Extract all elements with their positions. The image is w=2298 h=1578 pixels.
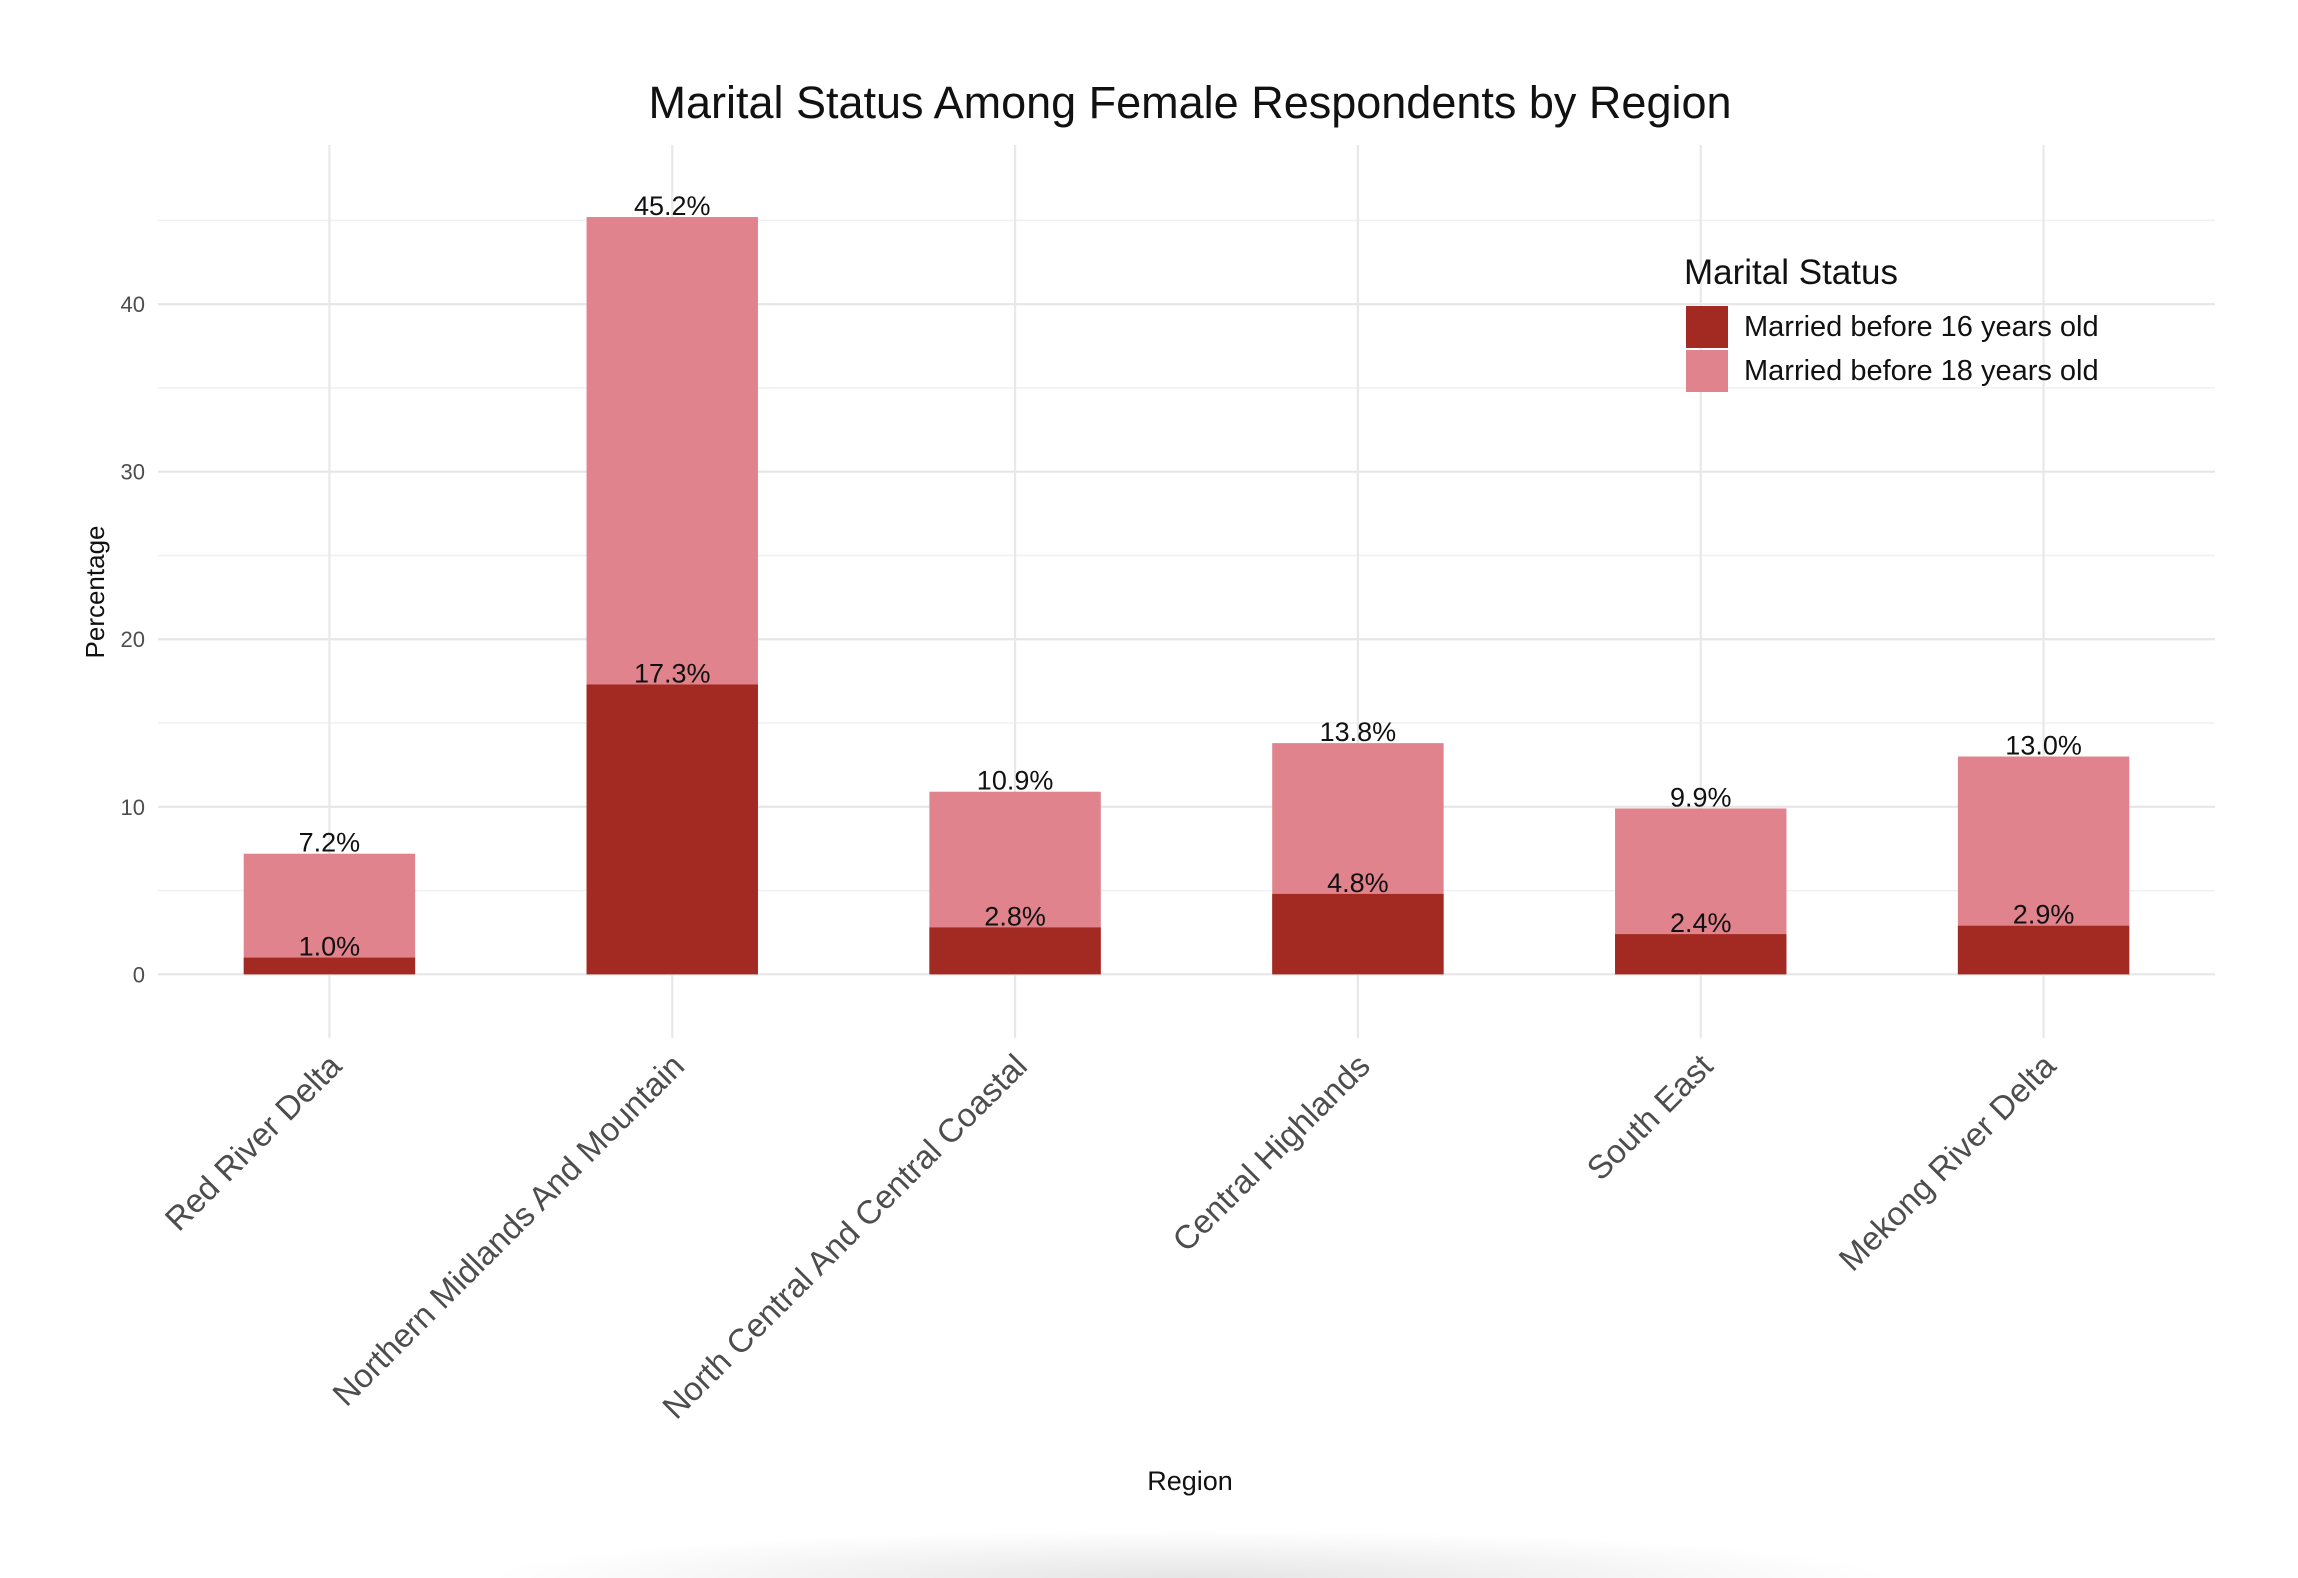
legend-title: Marital Status	[1684, 253, 1898, 292]
y-axis-title: Percentage	[80, 526, 110, 659]
x-tick-label: North Central And Central Coastal	[655, 1047, 1034, 1426]
x-tick-label: Mekong River Delta	[1831, 1046, 2063, 1278]
data-label: 2.4%	[1670, 908, 1732, 938]
bar-married-before-18	[243, 853, 416, 975]
x-tick-label: Red River Delta	[158, 1046, 349, 1237]
data-label: 13.8%	[1320, 717, 1397, 747]
x-tick-label: South East	[1579, 1047, 1719, 1187]
data-label: 7.2%	[299, 828, 361, 858]
legend-label: Married before 18 years old	[1744, 355, 2099, 387]
bar-married-before-16	[243, 957, 416, 975]
legend-swatch	[1686, 350, 1728, 392]
x-axis-title: Region	[1147, 1466, 1233, 1496]
legend-items: Married before 16 years old Married befor…	[1686, 306, 2099, 392]
data-label: 1.0%	[299, 932, 361, 962]
chart-title: Marital Status Among Female Respondents …	[648, 77, 1731, 128]
bar-married-before-16	[1615, 934, 1787, 975]
bottom-shadow	[480, 1530, 1900, 1578]
bars	[243, 217, 2130, 975]
legend: Marital Status Married before 16 years o…	[1684, 253, 2099, 392]
grid	[158, 145, 2215, 1038]
x-tick-label: Central Highlands	[1165, 1047, 1377, 1259]
data-label: 45.2%	[634, 191, 711, 221]
bar-married-before-16	[929, 927, 1101, 975]
y-tick-label: 40	[121, 292, 145, 317]
bar-married-before-16	[1272, 893, 1444, 975]
y-tick-label: 10	[121, 795, 145, 820]
data-label: 4.8%	[1327, 868, 1389, 898]
legend-label: Married before 16 years old	[1744, 311, 2099, 343]
y-tick-label: 30	[121, 460, 145, 485]
y-tick-label: 0	[133, 962, 145, 987]
data-label: 17.3%	[634, 658, 711, 688]
y-axis: 0 10 20 30 40	[121, 292, 145, 987]
x-tick-label: Northern Midlands And Mountain	[325, 1047, 691, 1413]
y-tick-label: 20	[121, 627, 145, 652]
data-label: 10.9%	[977, 766, 1054, 796]
bar-married-before-16	[586, 684, 758, 975]
data-label: 2.9%	[2013, 900, 2075, 930]
bar-married-before-16	[1957, 925, 2130, 975]
data-label: 13.0%	[2005, 731, 2082, 761]
data-labels: 7.2% 45.2% 10.9% 13.8% 9.9% 13.0% 1.0% 17.3% 2.8…	[299, 191, 2082, 962]
data-label: 2.8%	[984, 901, 1046, 931]
data-label: 9.9%	[1670, 782, 1732, 812]
legend-swatch	[1686, 306, 1728, 348]
